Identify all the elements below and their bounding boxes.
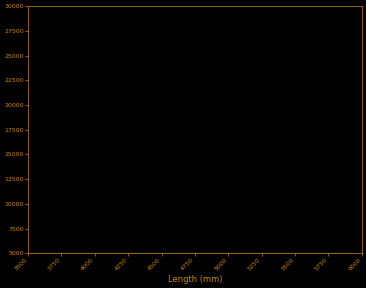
X-axis label: Length (mm): Length (mm) (168, 275, 222, 284)
